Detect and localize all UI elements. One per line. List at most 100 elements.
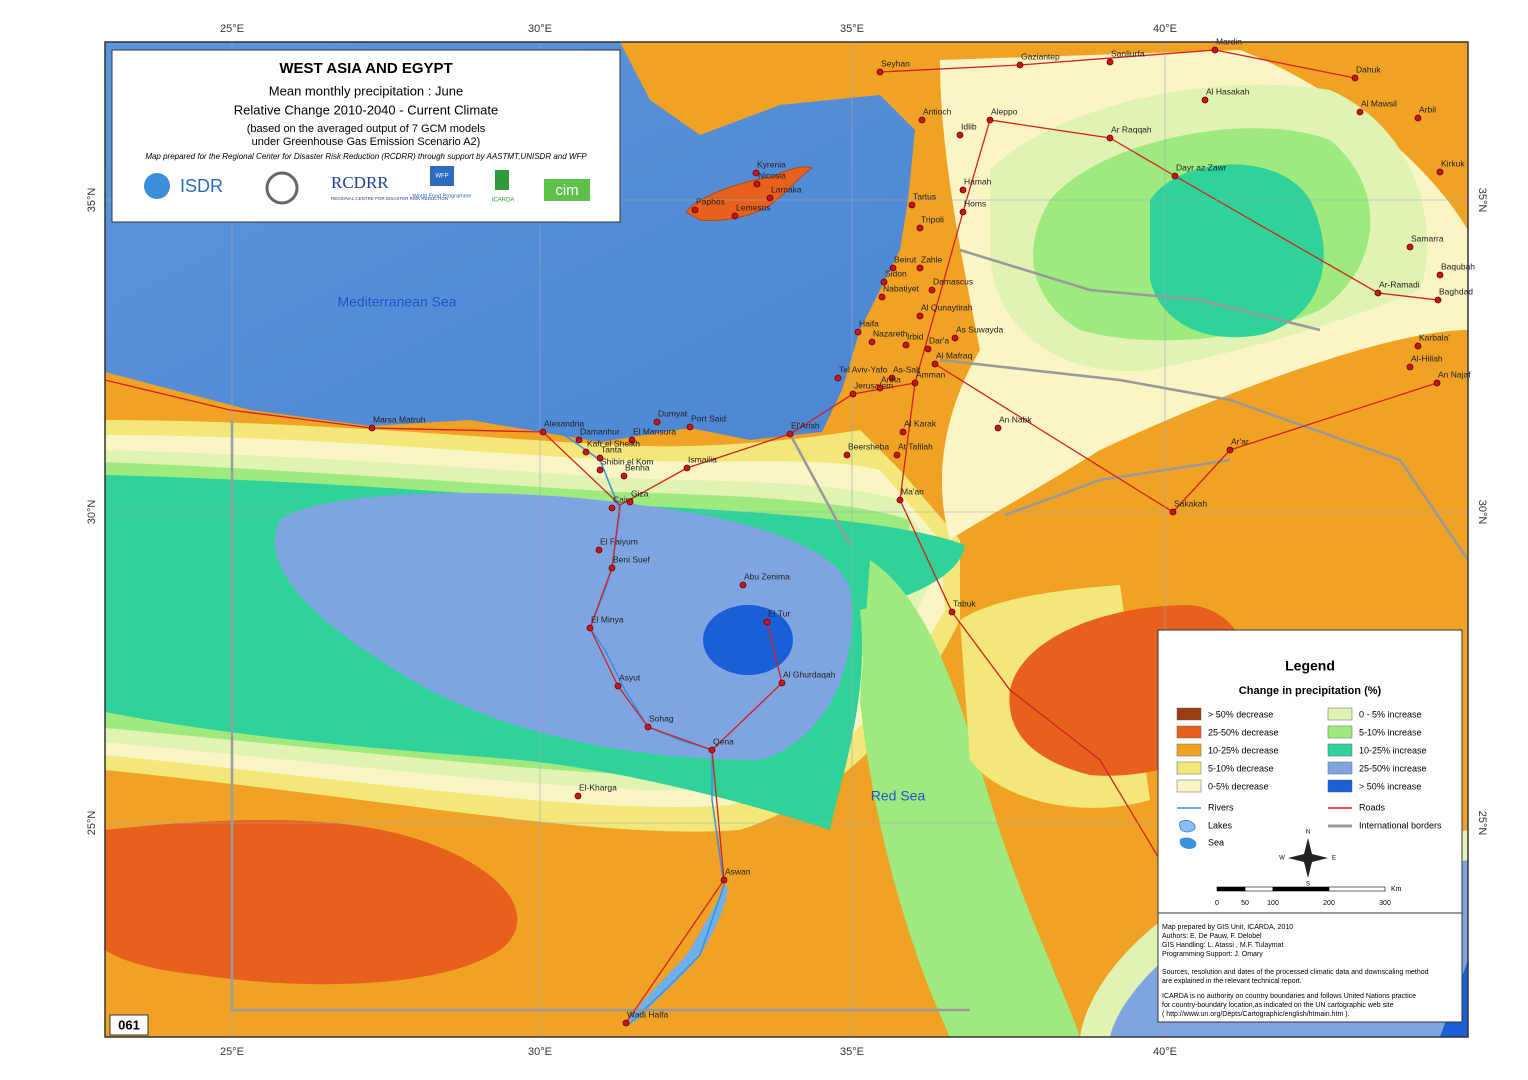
- sea-label: Mediterranean Sea: [337, 294, 456, 310]
- place-marker: [608, 504, 616, 512]
- lon-label: 25°E: [220, 23, 244, 35]
- credit-line: ( http://www.un.org/Depts/Cartographic/e…: [1162, 1011, 1350, 1018]
- zone: [1150, 164, 1324, 338]
- legend-label: 10-25% increase: [1359, 745, 1427, 755]
- place-label: Ismailia: [688, 454, 717, 464]
- credit-line: Sources, resolution and dates of the pro…: [1162, 969, 1429, 976]
- place-marker: [628, 436, 636, 444]
- place-marker: [622, 1019, 630, 1027]
- logo-text: ISDR: [180, 176, 223, 196]
- place-marker: [582, 448, 590, 456]
- legend-feature-label: Rivers: [1208, 802, 1234, 812]
- place-label: As-Salt: [893, 364, 921, 374]
- legend-label: 0 - 5% increase: [1359, 709, 1422, 719]
- place-label: Al Hasakah: [1206, 86, 1250, 96]
- place-marker: [1351, 74, 1359, 82]
- place-label: Sakakah: [1174, 498, 1207, 508]
- legend-swatch: [1327, 779, 1353, 793]
- place-marker: [893, 451, 901, 459]
- legend-swatch: [1327, 743, 1353, 757]
- place-marker: [766, 194, 774, 202]
- place-label: Al Karak: [904, 418, 937, 428]
- map-number-box: [109, 1014, 149, 1036]
- map-number: 061: [118, 1017, 140, 1032]
- cyprus: [685, 166, 814, 221]
- legend-feature-label: Roads: [1359, 802, 1386, 812]
- compass-rose: [1288, 838, 1328, 878]
- place-label: Al-Hillah: [1411, 353, 1443, 363]
- place-label: El-Kharga: [579, 782, 617, 792]
- place-label: Kirkuk: [1441, 158, 1465, 168]
- place-marker: [614, 682, 622, 690]
- credit-line: ICARDA is no authority on country bounda…: [1162, 993, 1416, 1000]
- place-label: Al Mafraq: [936, 350, 973, 360]
- credit: Map prepared for the Regional Center for…: [145, 152, 587, 161]
- legend-title: Legend: [1285, 658, 1335, 674]
- place-marker: [644, 723, 652, 731]
- place-label: Gaziantep: [1021, 51, 1060, 61]
- place-marker: [843, 451, 851, 459]
- place-marker: [574, 792, 582, 800]
- lake-symbol: [1179, 819, 1196, 833]
- subtitle: Mean monthly precipitation : June: [269, 83, 463, 98]
- legend-swatch: [1176, 761, 1202, 775]
- scale-unit: Km: [1391, 886, 1402, 893]
- place-marker: [683, 464, 691, 472]
- place-label: Arbil: [1419, 104, 1436, 114]
- place-marker: [1356, 108, 1364, 116]
- place-label: Ar'ar: [1231, 436, 1249, 446]
- note: under Greenhouse Gas Emission Scenario A…: [252, 136, 481, 148]
- scale-label: 0: [1215, 900, 1219, 907]
- lake-nasser: [628, 885, 728, 1022]
- place-label: Wadi Halfa: [627, 1009, 669, 1019]
- place-marker: [575, 436, 583, 444]
- place-label: Samarra: [1411, 233, 1444, 243]
- place-marker: [834, 374, 842, 382]
- place-marker: [763, 618, 771, 626]
- place-label: At Tafilah: [898, 441, 933, 451]
- credit-line: are explained in the relevant technical …: [1162, 978, 1302, 985]
- place-label: Karbala': [1419, 332, 1450, 342]
- lon-label: 25°E: [220, 1046, 244, 1058]
- place-label: Sidon: [885, 268, 907, 278]
- place-label: Marsa Matruh: [373, 414, 426, 424]
- place-label: Lemesos: [736, 202, 771, 212]
- legend-swatch: [1327, 725, 1353, 739]
- place-marker: [368, 424, 376, 432]
- place-label: Homs: [964, 198, 986, 208]
- place-marker: [931, 360, 939, 368]
- legend-swatch: [1327, 761, 1353, 775]
- cim-logo: [544, 179, 590, 201]
- place-marker: [1171, 172, 1179, 180]
- legend-swatch: [1176, 707, 1202, 721]
- place-marker: [928, 286, 936, 294]
- place-marker: [956, 131, 964, 139]
- credit-line: for country-boundary location,as indicat…: [1162, 1002, 1394, 1009]
- place-label: Tel Aviv-Yafo: [839, 364, 888, 374]
- credit-line: Programming Support: J. Omary: [1162, 951, 1263, 958]
- lon-label: 35°E: [840, 1046, 864, 1058]
- place-marker: [1434, 296, 1442, 304]
- place-marker: [896, 496, 904, 504]
- place-label: Kyrenia: [757, 159, 786, 169]
- place-marker: [951, 334, 959, 342]
- place-marker: [911, 379, 919, 387]
- scale-label: 50: [1241, 900, 1249, 907]
- place-marker: [1016, 61, 1024, 69]
- place-label: Shibin el Kom: [601, 456, 653, 466]
- place-marker: [878, 293, 886, 301]
- lat-label: 25°N: [86, 811, 98, 836]
- place-label: Amman: [916, 369, 946, 379]
- lat-label: 35°N: [1476, 188, 1488, 213]
- title: WEST ASIA AND EGYPT: [279, 60, 452, 77]
- logo-text: World Food Programme: [413, 193, 472, 199]
- place-label: Port Said: [691, 413, 726, 423]
- place-label: Beersheba: [848, 441, 889, 451]
- place-marker: [1436, 271, 1444, 279]
- axes: 25°E 25°E 30°E 30°E 35°E 35°E 40°E 40°E 35°N 35°N…: [86, 23, 1488, 1058]
- place-label: Al Ghurdaqah: [783, 669, 836, 679]
- place-marker: [959, 186, 967, 194]
- icarda-logo: [495, 170, 509, 190]
- place-label: An Najaf: [1438, 369, 1471, 379]
- place-marker: [752, 169, 760, 177]
